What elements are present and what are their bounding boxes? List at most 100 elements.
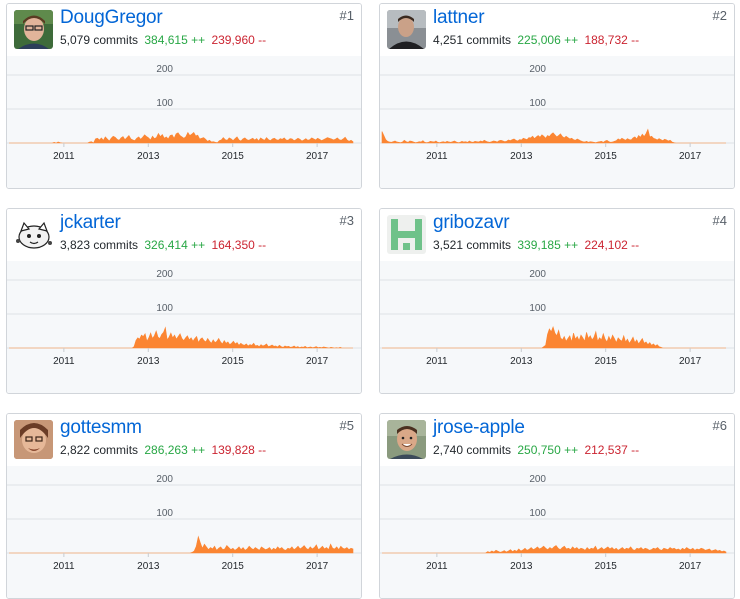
y-tick-label: 200	[156, 269, 173, 280]
contributor-login[interactable]: gribozavr	[433, 212, 510, 233]
commit-count[interactable]: 4,251 commits	[433, 33, 512, 47]
x-tick-label: 2011	[53, 151, 75, 162]
contribution-area-chart: 100 200 2011 2013 2015 2017	[380, 64, 734, 162]
contributor-stats: 4,251 commits 225,006 ++ 188,732 --	[433, 33, 639, 47]
x-tick-label: 2015	[595, 356, 618, 367]
x-tick-label: 2013	[510, 356, 533, 367]
contribution-chart: 100 200 2011 2013 2015 2017	[380, 466, 734, 598]
deletions-count: 164,350 --	[211, 238, 267, 252]
contribution-area	[382, 545, 727, 554]
x-tick-label: 2013	[137, 151, 160, 162]
rank-label: #2	[712, 8, 727, 23]
x-tick-label: 2015	[222, 356, 245, 367]
avatar[interactable]	[14, 420, 53, 459]
commit-count[interactable]: 2,740 commits	[433, 443, 512, 457]
contribution-chart: 100 200 2011 2013 2015 2017	[380, 56, 734, 188]
x-tick-label: 2015	[222, 151, 245, 162]
y-tick-label: 100	[156, 303, 173, 314]
contributor-card: jrose-apple 2,740 commits 250,750 ++ 212…	[379, 413, 735, 599]
x-tick-label: 2017	[679, 151, 702, 162]
deletions-count: 212,537 --	[584, 443, 640, 457]
card-header: gribozavr 3,521 commits 339,185 ++ 224,1…	[380, 209, 734, 262]
deletions-count: 224,102 --	[584, 238, 640, 252]
avatar[interactable]	[387, 10, 426, 49]
contribution-chart: 100 200 2011 2013 2015 2017	[7, 56, 361, 188]
avatar[interactable]	[14, 215, 53, 254]
commit-count[interactable]: 2,822 commits	[60, 443, 139, 457]
card-header: DougGregor 5,079 commits 384,615 ++ 239,…	[7, 4, 361, 57]
contribution-area	[9, 326, 353, 349]
contribution-area	[9, 535, 354, 554]
contribution-area	[382, 326, 726, 349]
rank-label: #4	[712, 213, 727, 228]
x-tick-label: 2017	[306, 356, 329, 367]
additions-count: 384,615 ++	[144, 33, 206, 47]
deletions-count: 239,960 --	[211, 33, 267, 47]
contribution-chart: 100 200 2011 2013 2015 2017	[7, 261, 361, 393]
contributor-login[interactable]: jckarter	[60, 212, 121, 233]
contributor-login[interactable]: DougGregor	[60, 7, 163, 28]
rank-label: #3	[339, 213, 354, 228]
contributor-login[interactable]: jrose-apple	[433, 417, 525, 438]
card-header: gottesmm 2,822 commits 286,263 ++ 139,82…	[7, 414, 361, 467]
y-tick-label: 100	[156, 508, 173, 519]
contribution-area-chart: 100 200 2011 2013 2015 2017	[7, 269, 361, 367]
y-tick-label: 100	[156, 98, 173, 109]
y-tick-label: 200	[156, 474, 173, 485]
y-tick-label: 100	[529, 303, 546, 314]
additions-count: 326,414 ++	[144, 238, 206, 252]
y-tick-label: 200	[529, 64, 546, 75]
contributor-card: gottesmm 2,822 commits 286,263 ++ 139,82…	[6, 413, 362, 599]
contribution-area-chart: 100 200 2011 2013 2015 2017	[7, 64, 361, 162]
x-tick-label: 2015	[595, 151, 618, 162]
contributor-login[interactable]: gottesmm	[60, 417, 142, 438]
y-tick-label: 100	[529, 508, 546, 519]
contribution-chart: 100 200 2011 2013 2015 2017	[7, 466, 361, 598]
contributor-login[interactable]: lattner	[433, 7, 485, 28]
y-tick-label: 200	[529, 474, 546, 485]
commit-count[interactable]: 3,823 commits	[60, 238, 139, 252]
card-header: jckarter 3,823 commits 326,414 ++ 164,35…	[7, 209, 361, 262]
card-header: jrose-apple 2,740 commits 250,750 ++ 212…	[380, 414, 734, 467]
additions-count: 286,263 ++	[144, 443, 206, 457]
contributor-stats: 2,822 commits 286,263 ++ 139,828 --	[60, 443, 266, 457]
rank-label: #5	[339, 418, 354, 433]
contributor-card: gribozavr 3,521 commits 339,185 ++ 224,1…	[379, 208, 735, 394]
contribution-area	[381, 128, 726, 144]
rank-label: #6	[712, 418, 727, 433]
contributor-stats: 3,823 commits 326,414 ++ 164,350 --	[60, 238, 266, 252]
commit-count[interactable]: 5,079 commits	[60, 33, 139, 47]
avatar[interactable]	[14, 10, 53, 49]
x-tick-label: 2013	[137, 356, 160, 367]
x-tick-label: 2011	[426, 356, 448, 367]
x-tick-label: 2013	[510, 151, 533, 162]
additions-count: 250,750 ++	[517, 443, 579, 457]
deletions-count: 188,732 --	[584, 33, 640, 47]
additions-count: 339,185 ++	[517, 238, 579, 252]
x-tick-label: 2011	[53, 356, 75, 367]
avatar[interactable]	[387, 215, 426, 254]
rank-label: #1	[339, 8, 354, 23]
contributor-card: jckarter 3,823 commits 326,414 ++ 164,35…	[6, 208, 362, 394]
commit-count[interactable]: 3,521 commits	[433, 238, 512, 252]
contributor-stats: 3,521 commits 339,185 ++ 224,102 --	[433, 238, 639, 252]
contribution-chart: 100 200 2011 2013 2015 2017	[380, 261, 734, 393]
additions-count: 225,006 ++	[517, 33, 579, 47]
y-tick-label: 200	[156, 64, 173, 75]
avatar[interactable]	[387, 420, 426, 459]
contributor-stats: 2,740 commits 250,750 ++ 212,537 --	[433, 443, 639, 457]
card-header: lattner 4,251 commits 225,006 ++ 188,732…	[380, 4, 734, 57]
contributor-card: lattner 4,251 commits 225,006 ++ 188,732…	[379, 3, 735, 189]
y-tick-label: 200	[529, 269, 546, 280]
contributor-stats: 5,079 commits 384,615 ++ 239,960 --	[60, 33, 266, 47]
y-tick-label: 100	[529, 98, 546, 109]
contribution-area	[9, 131, 354, 144]
contribution-area-chart: 100 200 2011 2013 2015 2017	[380, 269, 734, 367]
contributor-card: DougGregor 5,079 commits 384,615 ++ 239,…	[6, 3, 362, 189]
deletions-count: 139,828 --	[211, 443, 267, 457]
x-tick-label: 2011	[426, 151, 448, 162]
x-tick-label: 2017	[679, 356, 702, 367]
x-tick-label: 2017	[306, 151, 329, 162]
